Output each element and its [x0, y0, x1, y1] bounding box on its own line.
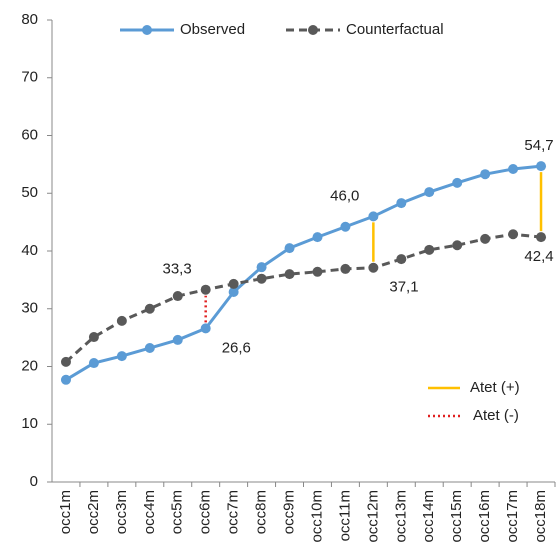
marker — [228, 287, 239, 298]
value-label: 33,3 — [162, 261, 191, 278]
x-tick-label: occ15m — [448, 490, 465, 543]
y-tick-label: 70 — [21, 69, 38, 86]
marker — [144, 303, 155, 314]
marker — [228, 278, 239, 289]
marker — [508, 163, 519, 174]
x-tick-label: occ11m — [336, 490, 353, 541]
marker — [284, 269, 295, 280]
marker — [452, 240, 463, 251]
marker — [480, 169, 491, 180]
x-tick-label: occ14m — [420, 490, 437, 543]
marker — [60, 374, 71, 385]
marker — [312, 266, 323, 277]
marker — [368, 211, 379, 222]
value-label: 26,6 — [222, 339, 251, 356]
value-label: 54,7 — [524, 137, 553, 154]
marker — [508, 229, 519, 240]
x-tick-label: occ4m — [141, 490, 158, 534]
x-tick-label: occ10m — [308, 490, 325, 543]
x-tick-label: occ17m — [504, 490, 521, 543]
value-label: 37,1 — [389, 279, 418, 296]
marker — [340, 263, 351, 274]
series-line — [64, 232, 542, 364]
y-tick-label: 50 — [21, 184, 38, 201]
y-tick-label: 0 — [30, 473, 38, 490]
marker — [368, 262, 379, 273]
series-line — [65, 164, 542, 382]
marker — [312, 232, 323, 243]
x-tick-label: occ13m — [392, 490, 409, 543]
x-tick-label: occ12m — [364, 490, 381, 543]
x-tick-label: occ16m — [476, 490, 493, 543]
y-tick-label: 30 — [21, 300, 38, 317]
x-tick-label: occ1m — [57, 490, 74, 534]
legend-label: Atet (-) — [473, 407, 519, 424]
marker — [88, 358, 99, 369]
marker — [60, 356, 71, 367]
marker — [172, 291, 183, 302]
y-tick-label: 10 — [21, 415, 38, 432]
x-tick-label: occ7m — [225, 490, 242, 534]
marker — [424, 187, 435, 198]
value-label: 42,4 — [524, 248, 553, 265]
y-tick-label: 40 — [21, 242, 38, 259]
marker — [256, 273, 267, 284]
marker — [424, 244, 435, 255]
y-tick-label: 60 — [21, 126, 38, 143]
marker — [116, 315, 127, 326]
marker — [340, 221, 351, 232]
marker — [452, 177, 463, 188]
x-tick-label: occ6m — [197, 490, 214, 534]
x-tick-label: occ5m — [169, 490, 186, 534]
marker — [256, 262, 267, 273]
x-tick-label: occ9m — [280, 490, 297, 534]
y-tick-label: 80 — [21, 11, 38, 28]
x-tick-label: occ18m — [532, 490, 549, 543]
marker — [536, 232, 547, 243]
legend-label: Counterfactual — [346, 21, 444, 38]
marker — [200, 284, 211, 295]
marker — [88, 332, 99, 343]
marker — [200, 323, 211, 334]
x-tick-label: occ2m — [85, 490, 102, 534]
marker — [396, 254, 407, 265]
marker — [284, 243, 295, 254]
marker — [480, 233, 491, 244]
marker — [116, 351, 127, 362]
legend-label: Observed — [180, 21, 245, 38]
value-label: 46,0 — [330, 187, 359, 204]
legend-label: Atet (+) — [470, 379, 520, 396]
marker — [396, 198, 407, 209]
marker — [144, 343, 155, 354]
y-tick-label: 20 — [21, 357, 38, 374]
legend-marker — [142, 25, 152, 35]
marker — [536, 161, 547, 172]
legend-marker — [308, 25, 318, 35]
marker — [172, 334, 183, 345]
x-tick-label: occ8m — [253, 490, 270, 534]
x-tick-label: occ3m — [113, 490, 130, 534]
